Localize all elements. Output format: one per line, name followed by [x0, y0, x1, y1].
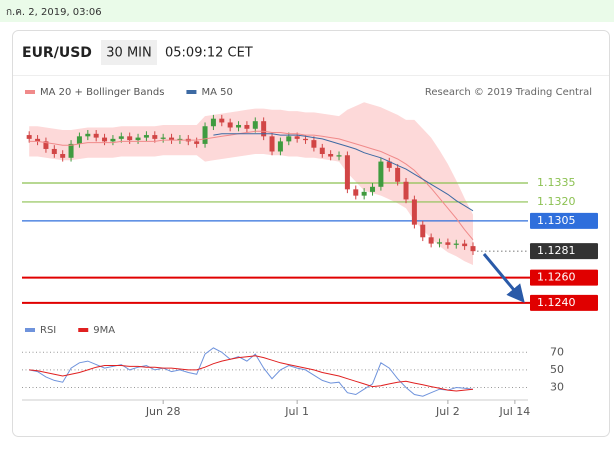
candle-body: [269, 136, 275, 152]
x-tick-label: Jun 28: [145, 405, 181, 418]
candle-body: [169, 137, 175, 141]
legend-label: 9MA: [93, 325, 115, 336]
candle-body: [177, 138, 183, 141]
line: [29, 347, 474, 397]
candle-body: [403, 181, 409, 200]
legend-swatch: [25, 328, 35, 332]
level-label: 1.1335: [537, 176, 576, 189]
bollinger-band: [29, 102, 473, 265]
candle-body: [252, 121, 258, 129]
candle-body: [219, 118, 225, 123]
candle-body: [361, 191, 367, 196]
timeframe: 30 MIN: [106, 46, 151, 61]
plot: 1.1335 1.1320 1.1305 1.1281 1.1260 1.1240 MA 2…: [22, 87, 598, 418]
legend-swatch: [25, 90, 35, 94]
candle-body: [277, 141, 283, 152]
candle-body: [353, 189, 359, 196]
legend-swatch: [78, 328, 89, 332]
forecast-arrow: [482, 253, 525, 303]
candle-body: [386, 161, 392, 168]
candle-body: [311, 140, 317, 148]
level-box: [530, 212, 598, 229]
time: 05:09:12 CET: [165, 46, 253, 61]
symbol: EUR/USD: [22, 45, 92, 61]
candle-body: [294, 136, 300, 139]
x-tick-label: Jul 14: [498, 405, 530, 418]
candle-body: [378, 161, 384, 187]
candle-body: [261, 121, 267, 137]
ma-line: [213, 133, 474, 212]
candle-body: [60, 154, 66, 158]
level-label: 1.1260: [537, 271, 576, 284]
candle-body: [428, 237, 434, 244]
legend-label: RSI: [40, 325, 56, 336]
candle-body: [236, 124, 242, 128]
y-tick-label: 50: [550, 363, 564, 376]
level-box: [530, 294, 598, 311]
level-box: [530, 269, 598, 286]
candle-body: [470, 246, 476, 252]
level-box: [530, 243, 598, 260]
candle-body: [127, 136, 133, 141]
timestamp: ก.ค. 2, 2019, 03:06: [6, 7, 102, 18]
candle-body: [76, 136, 82, 144]
top-bar: [0, 0, 614, 22]
candle-body: [118, 136, 124, 139]
x-tick-label: Jul 2: [435, 405, 460, 418]
candle-body: [420, 224, 426, 238]
legend-swatch: [186, 90, 197, 94]
x-tick-label: Jul 1: [284, 405, 309, 418]
credit: Research © 2019 Trading Central: [425, 87, 592, 98]
candle-body: [244, 124, 250, 129]
candle-body: [344, 155, 350, 190]
candle-body: [437, 242, 443, 244]
candle-body: [319, 147, 325, 154]
level-label: 1.1320: [537, 195, 576, 208]
candle-body: [160, 137, 166, 139]
candle-body: [51, 148, 57, 154]
candle-body: [93, 133, 99, 138]
line: [29, 355, 474, 392]
candle-body: [411, 199, 417, 225]
candle-body: [445, 242, 451, 245]
candle-body: [227, 122, 233, 128]
candle-body: [370, 186, 376, 192]
candle-body: [286, 136, 292, 142]
candle-body: [102, 137, 108, 142]
candle-body: [35, 138, 41, 142]
y-tick-label: 70: [550, 345, 564, 358]
candle-body: [303, 138, 309, 141]
candle-body: [194, 141, 200, 144]
y-tick-label: 30: [550, 380, 564, 393]
candle-body: [143, 135, 149, 138]
candle-body: [328, 154, 334, 157]
candle-body: [68, 143, 74, 158]
candle-body: [395, 167, 401, 182]
candle-body: [110, 138, 116, 142]
candle-body: [462, 243, 468, 247]
timeframe-box: [101, 40, 157, 65]
candle-body: [85, 133, 91, 137]
level-label: 1.1305: [537, 214, 576, 227]
legend-label: MA 20 + Bollinger Bands: [40, 87, 164, 98]
candle-body: [453, 243, 459, 245]
candle-body: [336, 155, 342, 157]
legend-label: MA 50: [201, 87, 232, 98]
candle-body: [43, 141, 49, 149]
candle-body: [135, 137, 141, 141]
candle-body: [202, 126, 208, 144]
level-label: 1.1240: [537, 296, 576, 309]
level-label: 1.1281: [537, 244, 576, 257]
candle-body: [26, 135, 32, 139]
ma-line: [29, 130, 474, 241]
candle-body: [210, 118, 216, 127]
candle-body: [152, 135, 158, 139]
